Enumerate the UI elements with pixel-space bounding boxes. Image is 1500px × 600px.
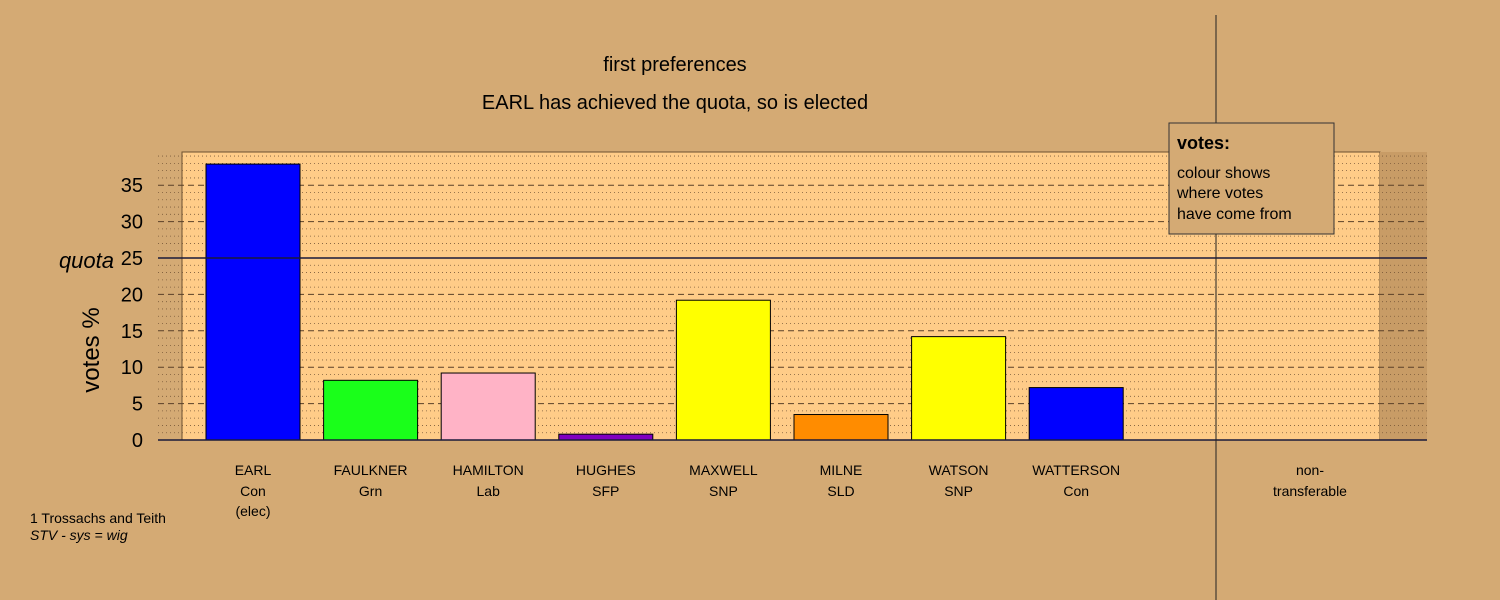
y-axis-label: votes % <box>78 307 105 392</box>
legend-line-3: have come from <box>1177 206 1292 223</box>
candidate-name-label: EARL <box>235 462 272 478</box>
legend-title: votes: <box>1177 133 1230 153</box>
footer-system: STV - sys = wig <box>30 527 128 543</box>
bar-hamilton <box>440 372 536 441</box>
candidate-party-label: Lab <box>477 483 501 499</box>
y-tick-label: 35 <box>121 175 143 197</box>
nontransferable-label-1: non- <box>1296 462 1324 478</box>
chart-subtitle: EARL has achieved the quota, so is elect… <box>482 92 868 114</box>
bar-maxwell <box>675 299 771 441</box>
y-tick-label: 5 <box>132 394 143 416</box>
candidate-party-label: SNP <box>944 483 973 499</box>
y-tick-label: 25 <box>121 248 143 270</box>
candidate-party-label: Con <box>240 483 266 499</box>
chart-title: first preferences <box>603 54 746 76</box>
candidate-name-label: WATTERSON <box>1032 462 1120 478</box>
bar-watterson <box>1028 387 1124 441</box>
legend-line-2: where votes <box>1176 185 1263 202</box>
candidate-party-label: Con <box>1063 483 1089 499</box>
bar-hughes <box>558 433 654 441</box>
candidate-name-label: HAMILTON <box>453 462 524 478</box>
bar-earl <box>205 163 301 441</box>
bar-faulkner <box>323 379 419 441</box>
candidate-name-label: HUGHES <box>576 462 636 478</box>
footer-constituency: 1 Trossachs and Teith <box>30 510 166 526</box>
candidate-name-label: MAXWELL <box>689 462 758 478</box>
y-tick-label: 30 <box>121 212 143 234</box>
candidate-party-label: SFP <box>592 483 619 499</box>
nontransferable-label-2: transferable <box>1273 483 1347 499</box>
y-tick-label: 0 <box>132 430 143 452</box>
candidate-party-label: Grn <box>359 483 382 499</box>
legend-box <box>1168 122 1335 235</box>
quota-label: quota <box>59 248 114 273</box>
nontransferable-strip <box>1380 152 1427 440</box>
candidate-name-label: FAULKNER <box>334 462 408 478</box>
y-tick-label: 15 <box>121 321 143 343</box>
candidate-name-label: MILNE <box>820 462 863 478</box>
candidate-name-label: WATSON <box>929 462 989 478</box>
bar-milne <box>793 414 889 441</box>
bar-watson <box>911 336 1007 441</box>
candidate-note-label: (elec) <box>235 503 270 519</box>
candidate-party-label: SLD <box>827 483 854 499</box>
legend-line-1: colour shows <box>1177 165 1270 182</box>
y-tick-label: 10 <box>121 357 143 379</box>
legend: votes: colour shows where votes have com… <box>1168 122 1335 235</box>
y-tick-label: 20 <box>121 284 143 306</box>
candidate-party-label: SNP <box>709 483 738 499</box>
